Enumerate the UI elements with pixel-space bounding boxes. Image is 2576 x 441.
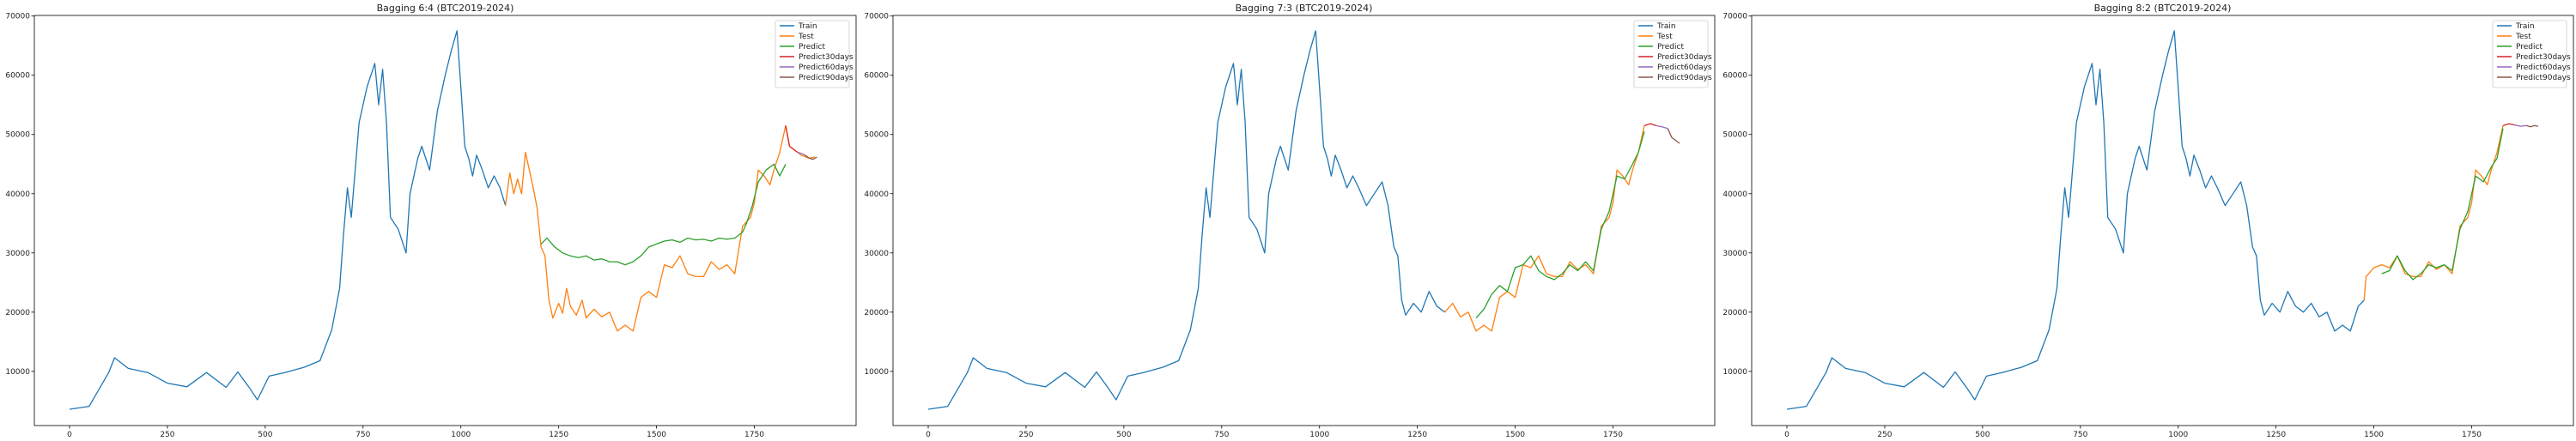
series-line-predict60days xyxy=(1656,124,1668,130)
y-tick-label: 50000 xyxy=(5,131,30,140)
legend-label-train: Train xyxy=(1656,22,1676,31)
y-tick-label: 30000 xyxy=(1722,250,1747,258)
legend-label-predict60days: Predict60days xyxy=(1657,63,1712,72)
x-tick-label: 250 xyxy=(1018,431,1033,439)
y-tick-label: 10000 xyxy=(5,368,30,377)
x-tick-label: 1000 xyxy=(1309,431,1329,439)
series-line-predict xyxy=(540,163,787,266)
series-line-train xyxy=(927,30,1445,410)
legend: Train Test Predict Predict30daysPredict60da… xyxy=(2492,20,2571,88)
series-line-predict60days xyxy=(2514,124,2527,127)
legend-label-predict30days: Predict30days xyxy=(1657,53,1712,62)
legend-box xyxy=(775,20,850,88)
y-tick-label: 20000 xyxy=(5,309,30,317)
y-tick-label: 20000 xyxy=(864,309,889,317)
legend: Train Test Predict Predict30daysPredict60da… xyxy=(1633,20,1712,88)
legend-label-predict30days: Predict30days xyxy=(2516,53,2571,62)
chart-title: Bagging 7:3 (BTC2019-2024) xyxy=(1236,3,1373,14)
legend-label-predict60days: Predict60days xyxy=(2516,63,2571,72)
y-tick-label: 70000 xyxy=(5,13,30,21)
legend-label-predict90days: Predict90days xyxy=(2516,74,2571,82)
series-line-train xyxy=(1786,30,2365,410)
x-tick-label: 1750 xyxy=(744,431,764,439)
chart-panel-1: Bagging 6:4 (BTC2019-2024) 0 250 500 750 1000… xyxy=(5,3,857,439)
x-tick-label: 1500 xyxy=(1505,431,1525,439)
x-tick-label: 0 xyxy=(926,431,931,439)
x-tick-label: 1000 xyxy=(451,431,471,439)
legend: Train Test Predict Predict30daysPredict60da… xyxy=(775,20,854,88)
y-tick-label: 70000 xyxy=(864,13,889,21)
x-tick-label: 750 xyxy=(2073,431,2087,439)
x-tick-label: 1500 xyxy=(2364,431,2384,439)
series-line-predict90days xyxy=(2526,124,2539,128)
axes-frame xyxy=(892,15,1716,426)
x-tick-label: 1750 xyxy=(2462,431,2482,439)
y-tick-label: 30000 xyxy=(5,250,30,258)
axes-frame xyxy=(33,15,857,426)
x-tick-label: 750 xyxy=(1214,431,1229,439)
chart-panel-3: Bagging 8:2 (BTC2019-2024) 0 250 500 750 1000… xyxy=(1722,3,2574,439)
legend-label-train: Train xyxy=(2515,22,2535,31)
y-tick-label: 20000 xyxy=(1722,309,1747,317)
y-tick-label: 50000 xyxy=(864,131,889,140)
legend-label-predict: Predict xyxy=(1657,43,1684,51)
y-tick-label: 40000 xyxy=(1722,190,1747,199)
series-line-predict xyxy=(2381,128,2504,281)
y-tick-label: 40000 xyxy=(864,190,889,199)
x-tick-label: 1750 xyxy=(1603,431,1623,439)
legend-box xyxy=(2492,20,2567,88)
chart-title: Bagging 8:2 (BTC2019-2024) xyxy=(2094,3,2232,14)
x-tick-label: 500 xyxy=(1116,431,1131,439)
x-tick-label: 1500 xyxy=(647,431,666,439)
legend-label-predict: Predict xyxy=(2516,43,2543,51)
legend-label-predict60days: Predict60days xyxy=(799,63,854,72)
x-tick-label: 0 xyxy=(67,431,72,439)
legend-label-predict90days: Predict90days xyxy=(1657,74,1712,82)
legend-label-test: Test xyxy=(798,33,814,41)
y-tick-label: 10000 xyxy=(1722,368,1747,377)
x-tick-label: 500 xyxy=(258,431,272,439)
legend-label-test: Test xyxy=(1656,33,1673,41)
y-tick-label: 60000 xyxy=(5,72,30,81)
series-line-test xyxy=(505,124,816,332)
y-tick-label: 30000 xyxy=(864,250,889,258)
y-tick-label: 70000 xyxy=(1722,13,1747,21)
x-tick-label: 250 xyxy=(160,431,174,439)
legend-box xyxy=(1633,20,1709,88)
series-line-test xyxy=(2363,125,2504,301)
x-tick-label: 1000 xyxy=(2168,431,2188,439)
chart-panel-2: Bagging 7:3 (BTC2019-2024) 0 250 500 750 1000… xyxy=(864,3,1716,439)
legend-label-predict90days: Predict90days xyxy=(799,74,854,82)
legend-label-test: Test xyxy=(2515,33,2531,41)
axes-frame xyxy=(1751,15,2574,426)
x-tick-label: 500 xyxy=(1975,431,1990,439)
series-line-predict30days xyxy=(2502,123,2515,127)
series-line-predict60days xyxy=(797,151,806,156)
x-tick-label: 0 xyxy=(1784,431,1789,439)
y-tick-label: 10000 xyxy=(864,368,889,377)
y-tick-label: 60000 xyxy=(1722,72,1747,81)
series-line-predict30days xyxy=(1643,123,1656,127)
legend-label-predict30days: Predict30days xyxy=(799,53,854,62)
legend-label-train: Train xyxy=(798,22,817,31)
series-line-predict90days xyxy=(1667,128,1680,144)
x-tick-label: 1250 xyxy=(1407,431,1427,439)
x-tick-label: 250 xyxy=(1877,431,1892,439)
legend-label-predict: Predict xyxy=(799,43,825,51)
series-line-train xyxy=(69,30,507,410)
series-line-predict xyxy=(1475,131,1645,319)
series-line-test xyxy=(1444,125,1645,332)
y-tick-label: 60000 xyxy=(864,72,889,81)
x-tick-label: 1250 xyxy=(2266,431,2286,439)
chart-title: Bagging 6:4 (BTC2019-2024) xyxy=(377,3,514,14)
x-tick-label: 1250 xyxy=(549,431,568,439)
series-line-predict30days xyxy=(785,125,798,153)
series-line-predict90days xyxy=(805,154,817,160)
y-tick-label: 50000 xyxy=(1722,131,1747,140)
y-tick-label: 40000 xyxy=(5,190,30,199)
x-tick-label: 750 xyxy=(355,431,370,439)
